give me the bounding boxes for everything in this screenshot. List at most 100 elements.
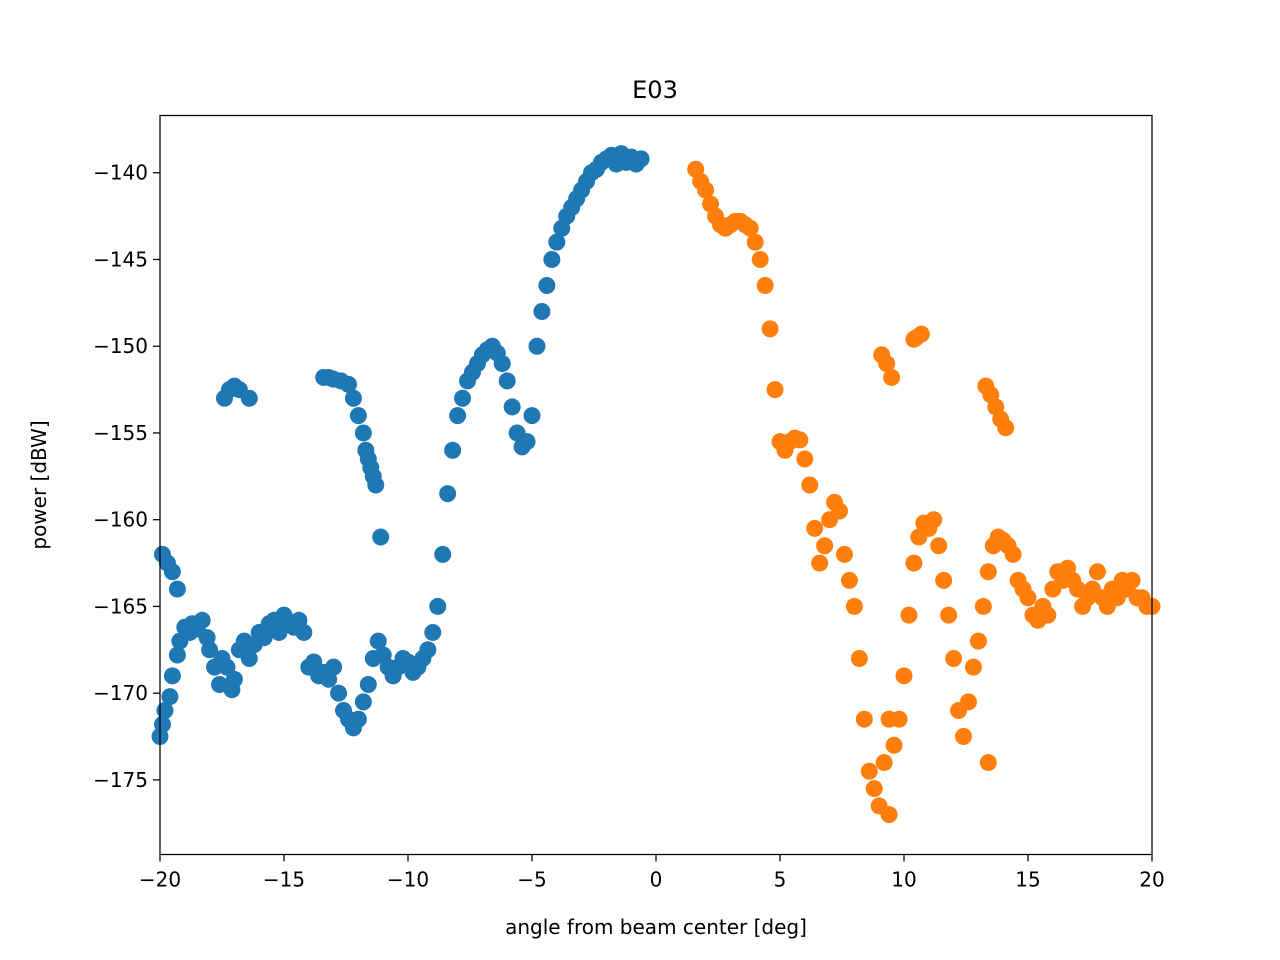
data-point bbox=[801, 476, 819, 494]
chart-title: E03 bbox=[632, 76, 678, 104]
data-point bbox=[518, 433, 536, 451]
data-point bbox=[761, 320, 779, 338]
data-point bbox=[372, 528, 390, 546]
data-point bbox=[925, 511, 943, 529]
data-point bbox=[240, 649, 258, 667]
data-point bbox=[905, 554, 923, 572]
data-point bbox=[883, 368, 901, 386]
data-point bbox=[791, 431, 809, 449]
plot-frame bbox=[159, 114, 1153, 856]
y-tick-label: −170 bbox=[93, 681, 148, 705]
data-point bbox=[330, 684, 348, 702]
data-point bbox=[816, 537, 834, 555]
data-point bbox=[163, 667, 181, 685]
data-point bbox=[533, 303, 551, 321]
data-point bbox=[935, 571, 953, 589]
data-point bbox=[746, 233, 764, 251]
data-point bbox=[168, 580, 186, 598]
data-point bbox=[796, 450, 814, 468]
x-tick-label: 0 bbox=[650, 868, 663, 892]
data-point bbox=[751, 250, 769, 268]
series-2 bbox=[687, 160, 1161, 824]
data-point bbox=[439, 485, 457, 503]
data-point bbox=[225, 670, 243, 688]
data-point bbox=[367, 476, 385, 494]
data-point bbox=[997, 419, 1015, 437]
data-point bbox=[806, 519, 824, 537]
data-point bbox=[741, 219, 759, 237]
data-point bbox=[930, 537, 948, 555]
data-point bbox=[424, 623, 442, 641]
data-point bbox=[900, 606, 918, 624]
x-axis: −20 −15 −10 −5 0 5 10 15 20 bbox=[139, 854, 1165, 892]
y-tick-label: −150 bbox=[93, 334, 148, 358]
data-point bbox=[168, 646, 186, 664]
data-point bbox=[974, 597, 992, 615]
data-point bbox=[240, 389, 258, 407]
data-point bbox=[865, 780, 883, 798]
data-point bbox=[964, 658, 982, 676]
data-point bbox=[429, 597, 447, 615]
y-tick-label: −155 bbox=[93, 421, 148, 445]
data-point bbox=[454, 389, 472, 407]
data-point bbox=[349, 407, 367, 425]
data-point bbox=[193, 611, 211, 629]
y-tick-label: −145 bbox=[93, 247, 148, 271]
data-point bbox=[955, 728, 973, 746]
data-point bbox=[543, 250, 561, 268]
data-point bbox=[201, 641, 219, 659]
data-point bbox=[325, 658, 343, 676]
data-point bbox=[498, 372, 516, 390]
data-point bbox=[831, 502, 849, 520]
data-point bbox=[528, 337, 546, 355]
data-point bbox=[1004, 545, 1022, 563]
data-point bbox=[419, 641, 437, 659]
data-point bbox=[1123, 571, 1141, 589]
y-axis: −140 −145 −150 −155 −160 −165 −170 −175 bbox=[93, 161, 160, 792]
data-point bbox=[850, 649, 868, 667]
data-point bbox=[945, 649, 963, 667]
data-point bbox=[875, 754, 893, 772]
data-point bbox=[503, 398, 521, 416]
data-point bbox=[979, 563, 997, 581]
x-tick-label: 10 bbox=[891, 868, 916, 892]
data-point bbox=[354, 424, 372, 442]
data-point bbox=[697, 181, 715, 199]
x-tick-label: 5 bbox=[774, 868, 787, 892]
x-tick-label: 20 bbox=[1139, 868, 1164, 892]
data-point bbox=[979, 754, 997, 772]
y-axis-label: power [dBW] bbox=[27, 420, 51, 549]
x-tick-label: −20 bbox=[139, 868, 181, 892]
data-point bbox=[349, 710, 367, 728]
data-point bbox=[339, 375, 357, 393]
data-point bbox=[885, 736, 903, 754]
data-point bbox=[969, 632, 987, 650]
data-point bbox=[493, 355, 511, 373]
x-tick-label: −5 bbox=[517, 868, 546, 892]
data-point bbox=[369, 632, 387, 650]
data-point bbox=[444, 441, 462, 459]
series-layer bbox=[151, 145, 1161, 824]
data-point bbox=[860, 762, 878, 780]
data-point bbox=[295, 623, 313, 641]
data-point bbox=[940, 606, 958, 624]
data-point bbox=[156, 702, 174, 720]
data-point bbox=[835, 545, 853, 563]
x-tick-label: 15 bbox=[1015, 868, 1040, 892]
data-point bbox=[1039, 606, 1057, 624]
y-tick-label: −175 bbox=[93, 768, 148, 792]
data-point bbox=[153, 715, 171, 733]
data-point bbox=[878, 355, 896, 373]
data-point bbox=[855, 710, 873, 728]
data-point bbox=[890, 710, 908, 728]
data-point bbox=[959, 693, 977, 711]
data-point bbox=[255, 629, 273, 647]
x-axis-label: angle from beam center [deg] bbox=[505, 915, 807, 939]
data-point bbox=[845, 597, 863, 615]
x-tick-label: −15 bbox=[263, 868, 305, 892]
data-point bbox=[344, 389, 362, 407]
data-point bbox=[840, 571, 858, 589]
data-point bbox=[895, 667, 913, 685]
data-point bbox=[756, 277, 774, 295]
